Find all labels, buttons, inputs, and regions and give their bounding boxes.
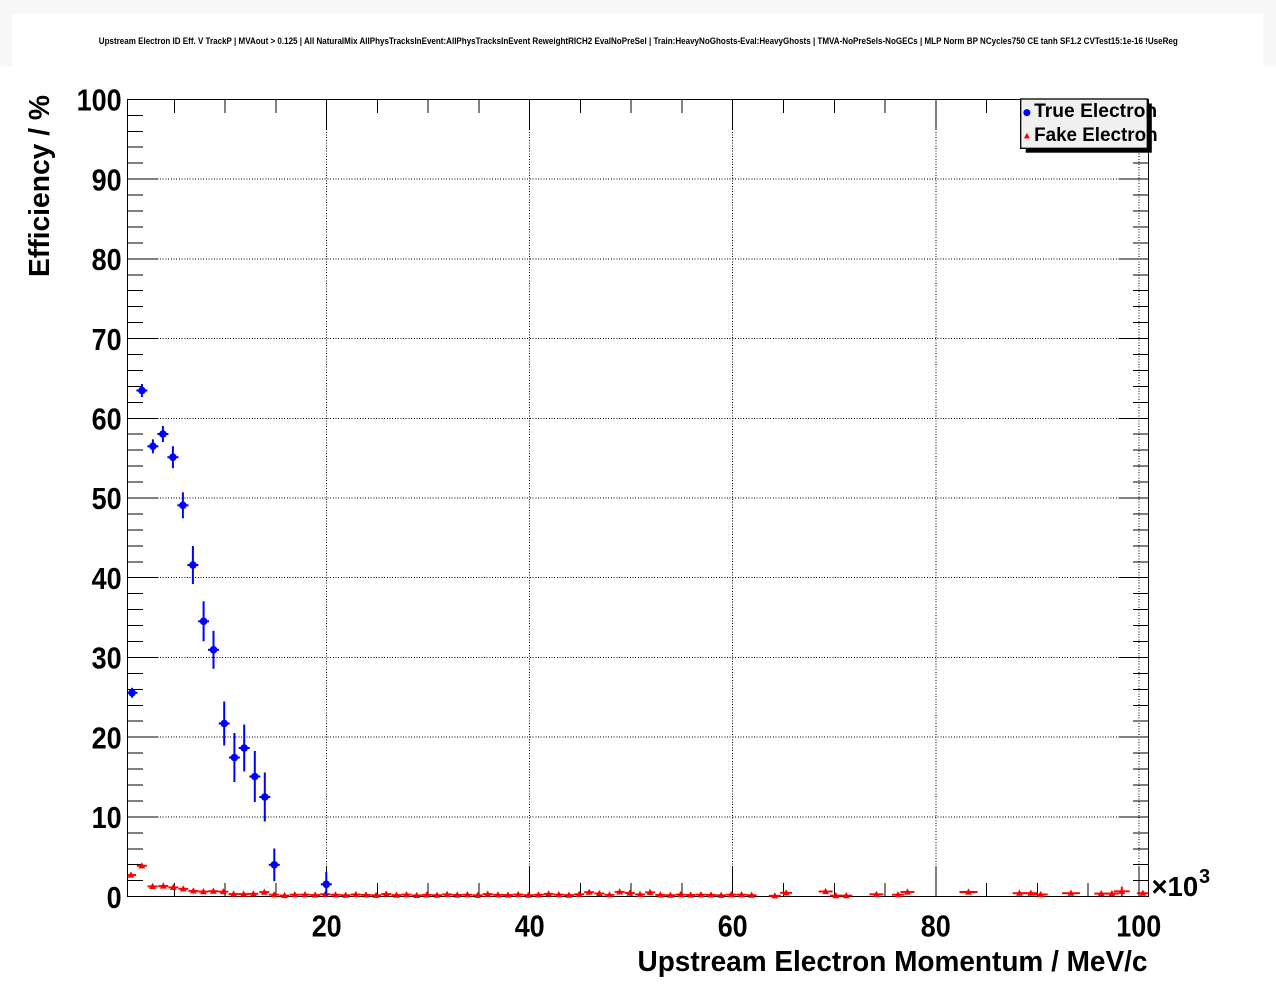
svg-text:Upstream Electron Momentum / M: Upstream Electron Momentum / MeV/c <box>638 946 1148 978</box>
svg-text:0: 0 <box>107 880 122 915</box>
svg-text:20: 20 <box>312 908 342 943</box>
svg-text:3: 3 <box>1199 866 1210 888</box>
svg-text:60: 60 <box>718 908 748 943</box>
svg-text:True Electron: True Electron <box>1034 100 1157 122</box>
svg-text:60: 60 <box>92 402 122 437</box>
svg-text:40: 40 <box>92 561 122 596</box>
svg-text:90: 90 <box>92 162 122 197</box>
svg-text:30: 30 <box>92 641 122 676</box>
svg-text:50: 50 <box>92 481 122 516</box>
svg-text:Upstream Electron ID Eff. V Tr: Upstream Electron ID Eff. V TrackP | MVA… <box>99 36 1178 46</box>
svg-text:100: 100 <box>1116 908 1161 943</box>
svg-text:40: 40 <box>515 908 545 943</box>
svg-text:10: 10 <box>92 800 122 835</box>
svg-text:70: 70 <box>92 322 122 357</box>
svg-text:Fake Electron: Fake Electron <box>1034 124 1158 146</box>
svg-text:20: 20 <box>92 720 122 755</box>
svg-text:Efficiency / %: Efficiency / % <box>23 95 55 277</box>
svg-text:80: 80 <box>921 908 951 943</box>
svg-text:×10: ×10 <box>1152 871 1199 902</box>
svg-text:80: 80 <box>92 242 122 277</box>
svg-text:100: 100 <box>77 83 122 118</box>
